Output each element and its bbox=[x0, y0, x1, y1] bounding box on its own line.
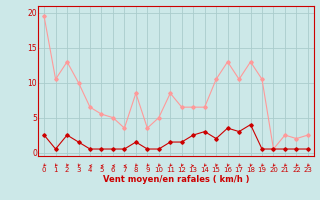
X-axis label: Vent moyen/en rafales ( km/h ): Vent moyen/en rafales ( km/h ) bbox=[103, 174, 249, 184]
